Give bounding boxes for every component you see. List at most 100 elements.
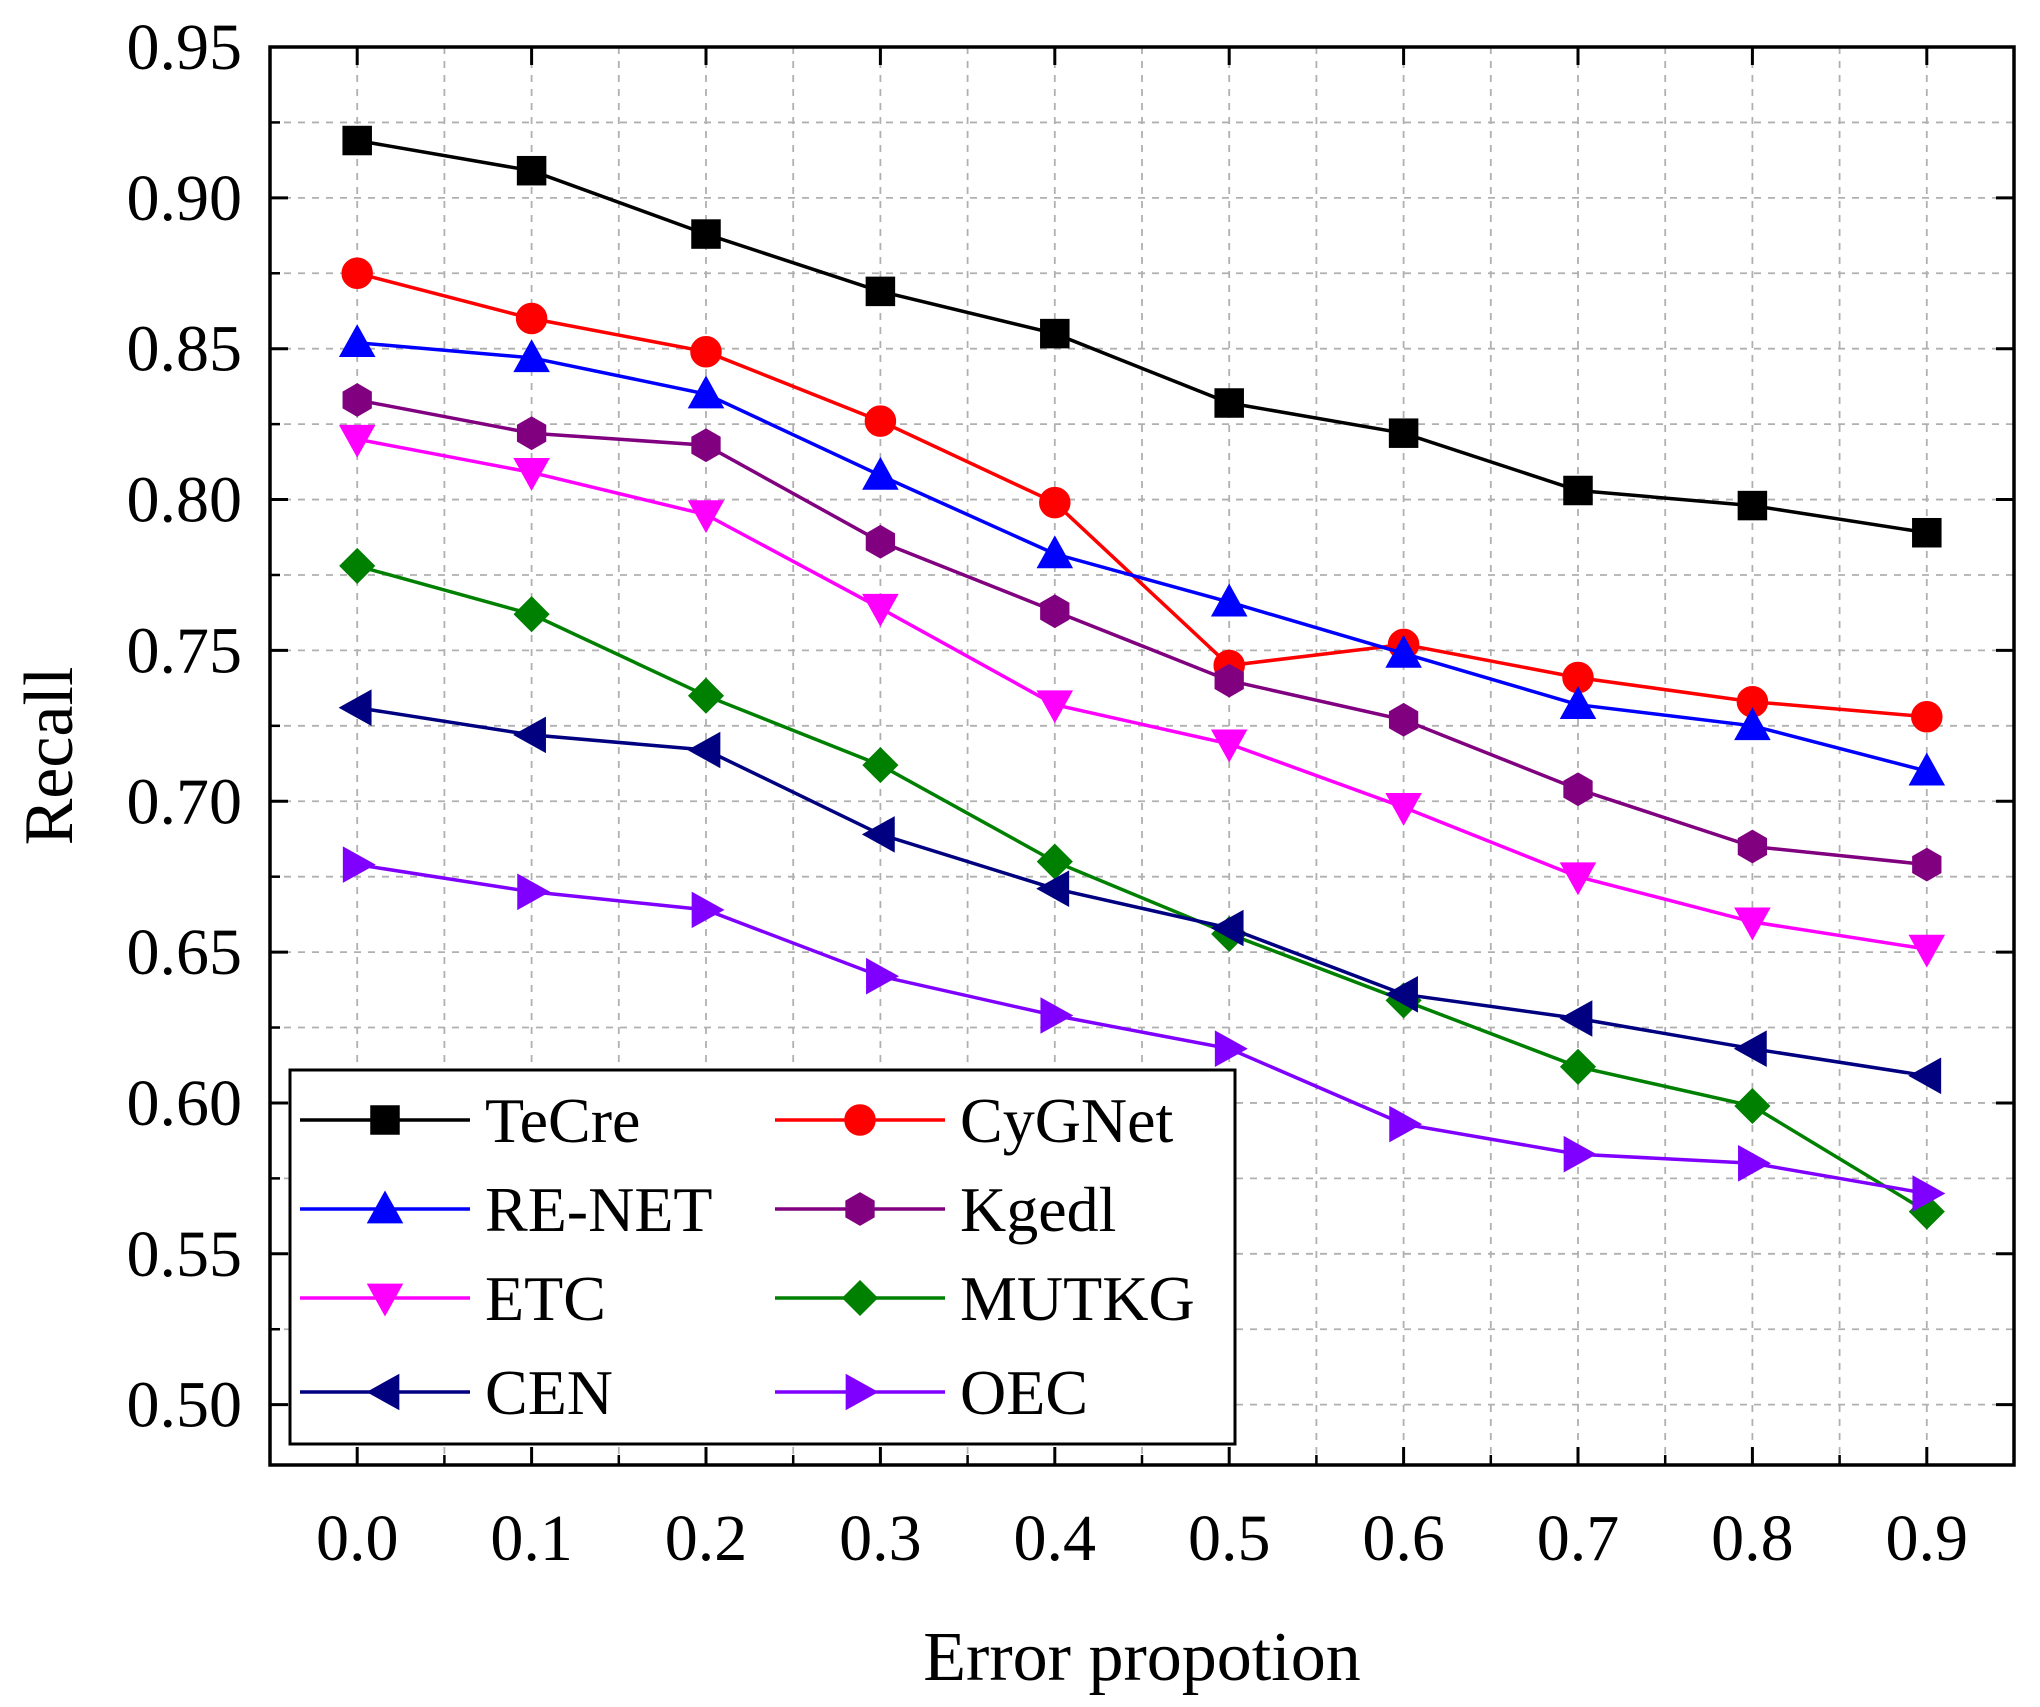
legend-item-etc: ETC [300,1263,606,1334]
data-point [862,747,899,784]
plot-frame [268,45,2016,1467]
legend: TeCre CyGNet RE-NET Kgedl ETC MUTKG CEN OEC [288,1068,1237,1446]
legend-item-cygnet: CyGNet [775,1085,1174,1156]
legend-marker [845,1192,875,1226]
data-point [1559,1048,1597,1085]
x-axis: 0.0 0.1 0.2 0.3 0.4 0.5 0.6 0.7 0.8 0.9 [316,47,1968,1575]
data-point [1912,847,1942,882]
data-point [1214,388,1244,418]
data-point [1385,976,1418,1013]
series-re-net [338,324,1946,786]
series-layer [338,125,1946,1230]
legend-item-oec: OEC [775,1357,1088,1428]
data-point [687,500,725,534]
data-point [1563,475,1593,506]
data-point [341,257,373,290]
data-point [513,596,550,633]
x-tick-label: 0.8 [1711,1502,1794,1575]
data-point [1039,486,1071,519]
series-line [356,398,1927,867]
data-point [1734,707,1771,741]
data-point [513,339,550,373]
data-point [1908,934,1946,968]
series-etc [338,424,1946,968]
data-point [862,593,899,627]
data-point [687,375,725,409]
data-point [1214,1030,1248,1067]
series-line [356,564,1928,1214]
data-point [1385,634,1422,668]
x-tick-label: 0.3 [839,1502,922,1575]
data-point [338,424,376,458]
legend-label: ETC [485,1263,606,1334]
legend-label: Kgedl [960,1174,1116,1245]
data-point [338,324,376,358]
y-tick-label: 0.90 [127,162,243,235]
data-point [516,416,547,451]
y-tick-label: 0.70 [127,765,243,838]
data-point [1559,862,1597,896]
data-point [691,219,721,249]
data-point [1908,752,1946,786]
data-point [687,677,725,714]
y-tick-label: 0.95 [127,11,243,84]
data-point [1559,686,1597,720]
data-point [342,383,372,417]
series-cen [338,689,1942,1095]
data-point [1385,792,1422,826]
x-axis-title: Error propotion [923,1619,1360,1696]
data-point [1908,1057,1942,1095]
data-point [1559,1000,1593,1037]
data-point [1912,517,1942,548]
legend-marker [366,1283,404,1317]
legend-label: CEN [485,1357,613,1428]
data-point [1563,772,1593,807]
data-point [687,731,721,769]
y-tick-label: 0.65 [127,916,243,989]
data-point [862,456,899,490]
data-point [1040,318,1070,349]
x-tick-label: 0.6 [1362,1502,1445,1575]
y-axis-title: Recall [11,667,88,846]
data-point [1734,1087,1771,1125]
data-point [342,125,372,156]
data-point [691,428,721,463]
data-point [1738,1145,1771,1182]
data-point [866,957,899,995]
data-point [1214,663,1244,698]
x-tick-label: 0.0 [316,1502,399,1575]
legend-label: RE-NET [485,1174,713,1245]
legend-marker [370,1105,400,1135]
y-tick-label: 0.85 [127,313,243,386]
series-mutkg [339,547,1945,1230]
legend-item-kgedl: Kgedl [775,1174,1116,1245]
x-tick-label: 0.2 [665,1502,748,1575]
data-point [515,302,548,335]
data-point [861,816,895,853]
data-point [1210,909,1244,947]
data-point [1734,907,1771,941]
data-point [342,846,376,883]
legend-item-re-net: RE-NET [300,1174,713,1245]
y-tick-label: 0.50 [127,1369,243,1442]
legend-item-mutkg: MUTKG [775,1263,1195,1334]
data-point [690,335,722,368]
series-line [356,705,1928,1078]
legend-marker [366,1373,400,1411]
y-tick-label: 0.60 [127,1067,243,1140]
y-axis: 0.50 0.55 0.60 0.65 0.70 0.75 0.80 0.85 0.90 0.95 [127,11,2014,1442]
legend-marker [845,1373,879,1411]
data-point [691,891,725,929]
data-point [1737,490,1768,521]
data-point [513,716,546,754]
data-point [1563,1135,1597,1173]
data-point [1911,701,1943,733]
data-point [516,155,547,186]
data-point [517,873,551,911]
data-point [1210,583,1248,617]
series-tecre [342,125,1942,548]
data-point [864,405,897,437]
data-point [1388,418,1419,448]
